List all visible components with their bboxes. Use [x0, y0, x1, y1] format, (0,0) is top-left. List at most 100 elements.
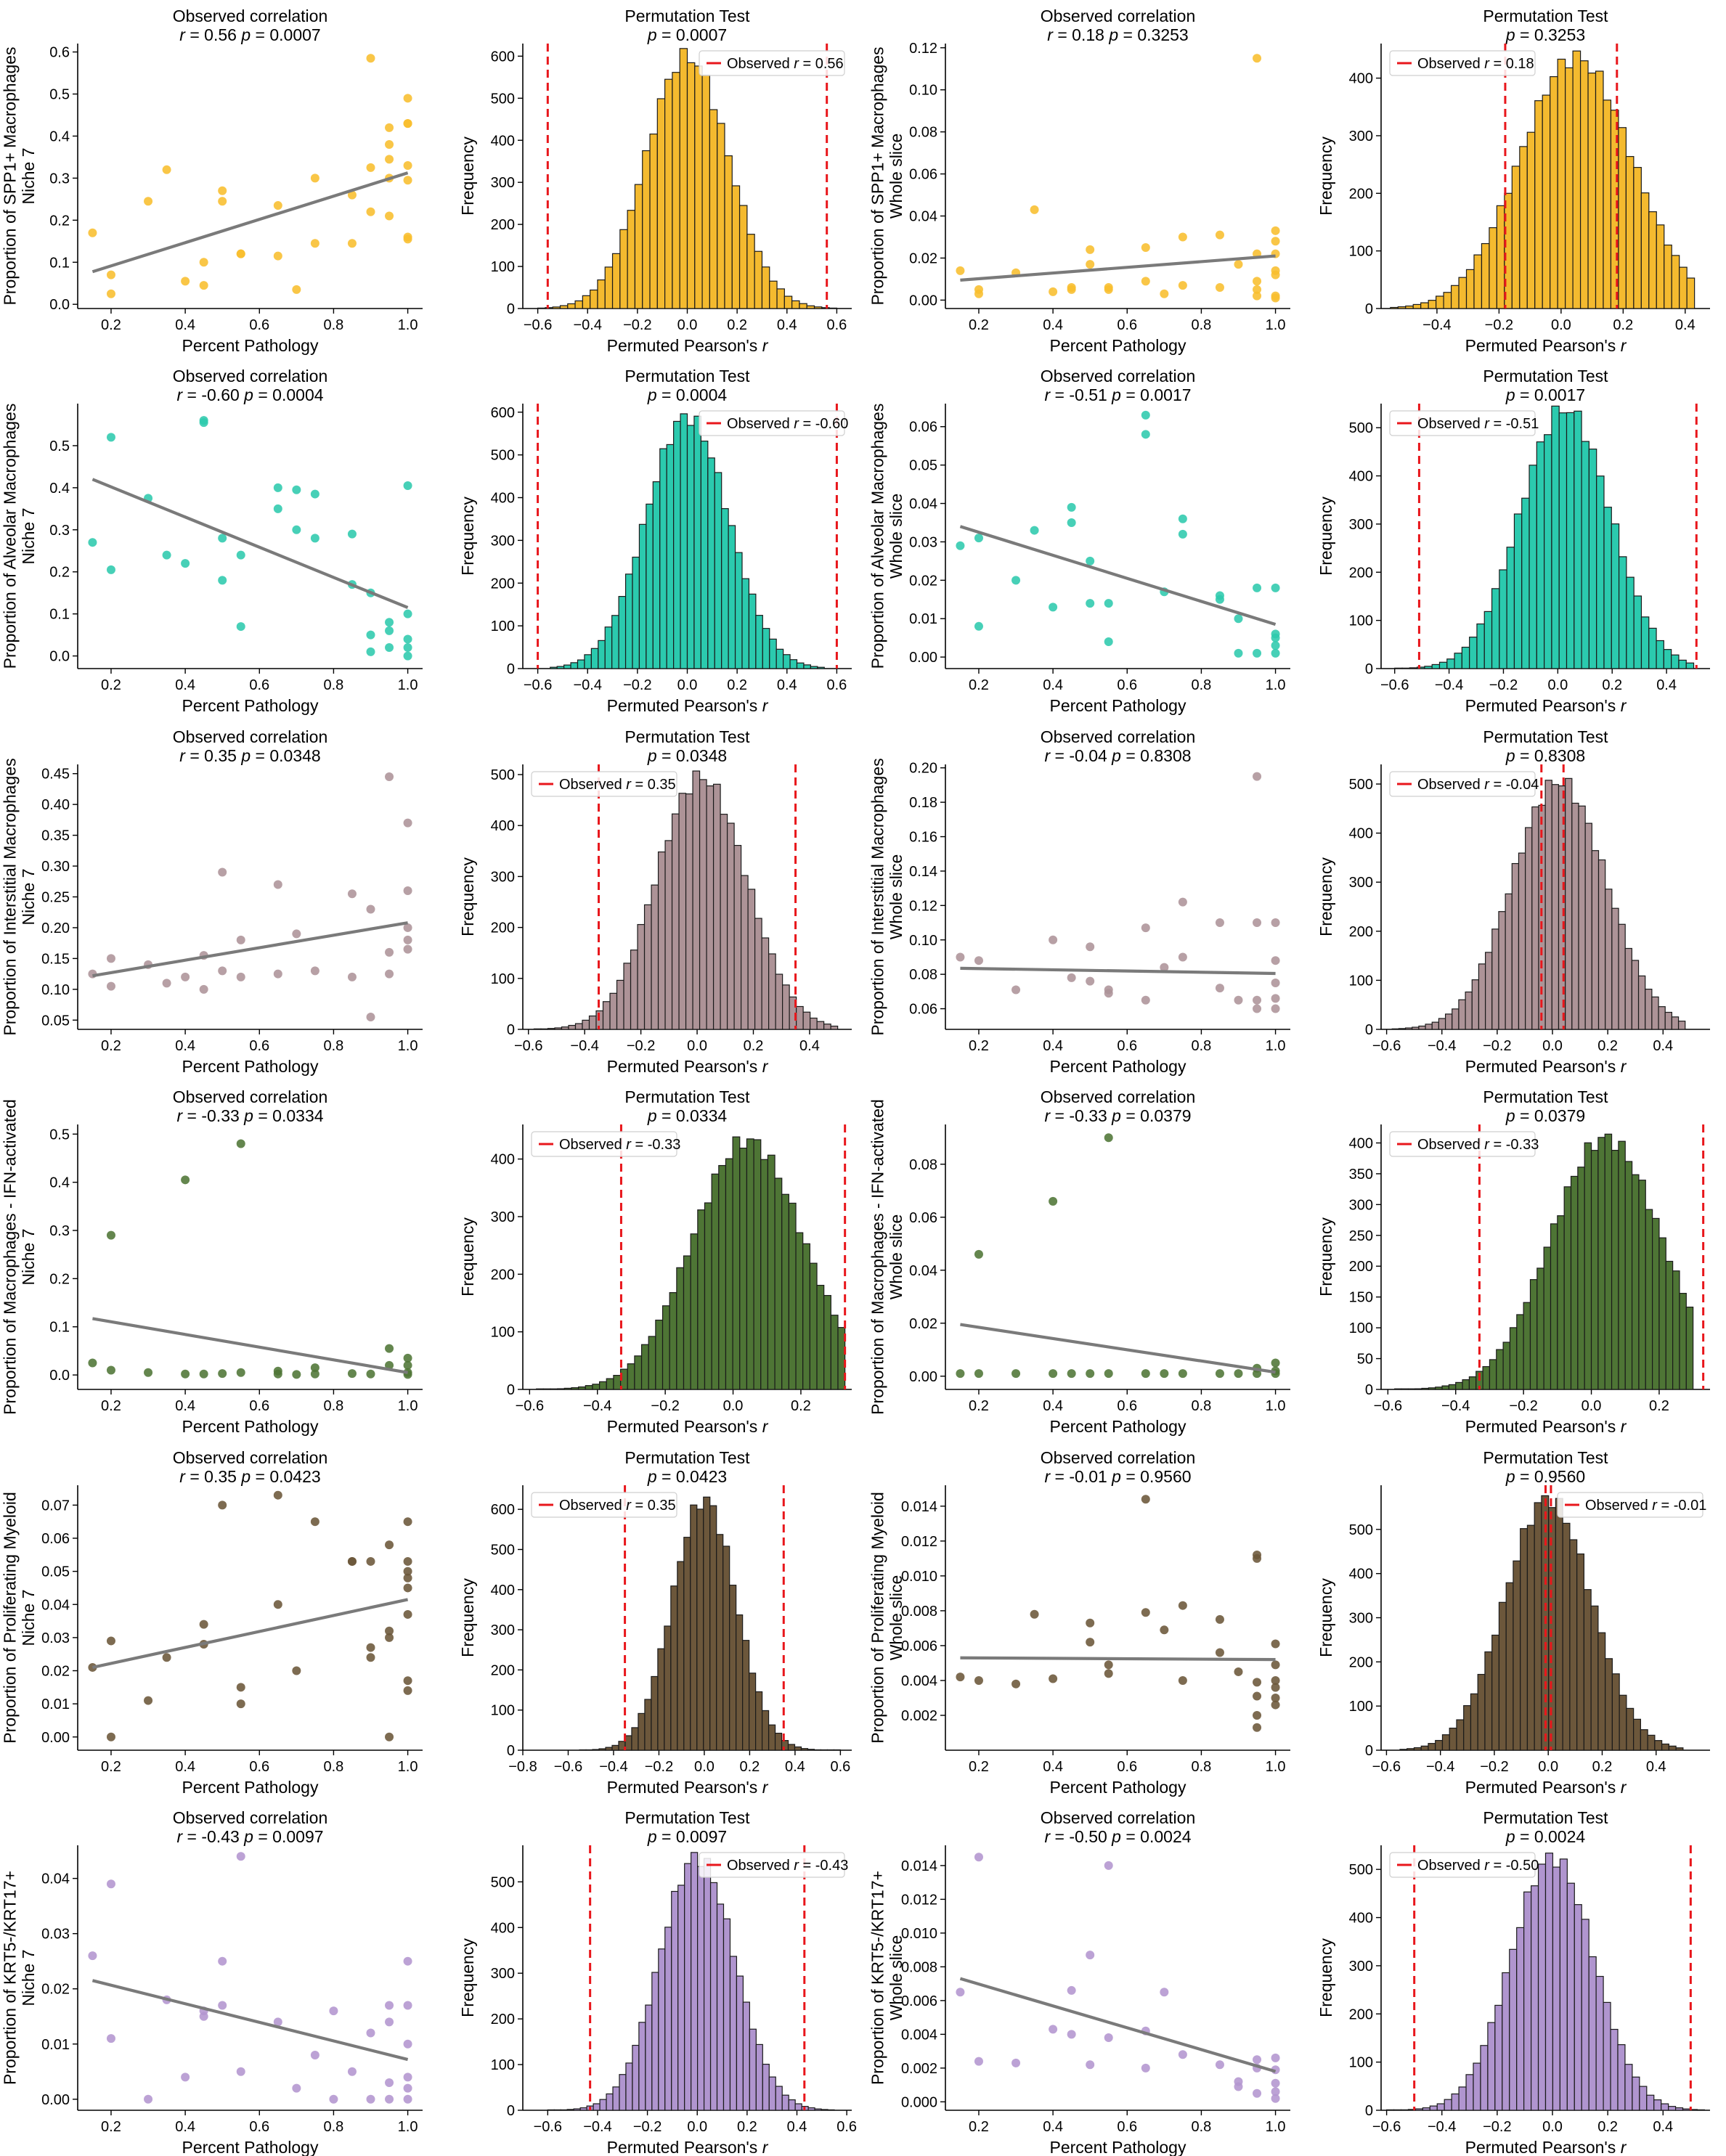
histogram-bar: [677, 1561, 685, 1751]
data-point: [974, 956, 983, 965]
x-tick-label: 0.8: [324, 1398, 344, 1414]
histogram-bar: [1489, 227, 1498, 309]
data-point: [366, 2094, 375, 2104]
regression-line: [91, 478, 409, 609]
histogram-bar: [1544, 1853, 1554, 2111]
histogram-bar: [1538, 804, 1546, 1030]
histogram-bar: [1498, 911, 1506, 1030]
histogram-bar: [1597, 1137, 1605, 1390]
histogram-bar: [768, 1724, 776, 1751]
histogram-bar: [1557, 1215, 1565, 1390]
histogram-bar: [1603, 507, 1612, 669]
histogram-bar: [670, 1585, 678, 1751]
regression-line: [91, 1598, 409, 1669]
histogram-bar: [1605, 1658, 1613, 1751]
data-point: [974, 534, 983, 543]
legend-label: Observed r = -0.33: [1417, 1137, 1539, 1153]
histogram-bar: [742, 1640, 750, 1751]
data-point: [1104, 1369, 1113, 1379]
data-point: [403, 2073, 412, 2082]
data-point: [1215, 2060, 1224, 2070]
histogram-bar: [623, 963, 632, 1030]
histogram-bar: [1534, 100, 1543, 309]
histogram-bar: [552, 306, 561, 309]
histogram-bar: [657, 851, 666, 1030]
x-tick-label: 0.8: [324, 2119, 344, 2135]
data-point: [1253, 1553, 1262, 1563]
histogram-bar: [1458, 277, 1467, 309]
histogram-bar: [796, 1005, 804, 1030]
histogram-bar: [634, 184, 643, 309]
y-tick-label: 0.02: [41, 1664, 70, 1680]
y-tick-label: 0.20: [41, 920, 70, 936]
histogram-bar: [1422, 2107, 1430, 2111]
histogram-bar: [604, 626, 613, 669]
histogram-bar: [722, 1918, 731, 2111]
histogram-bar: [1519, 146, 1528, 309]
histogram-bar: [648, 1336, 656, 1390]
data-point: [1234, 648, 1243, 658]
perm-title: Permutation Test: [624, 727, 750, 746]
legend-box: [1389, 1852, 1536, 1878]
histogram-bar: [646, 503, 654, 669]
data-point: [1271, 641, 1280, 650]
data-point: [1271, 994, 1280, 1003]
y-tick-label: 600: [491, 1502, 515, 1518]
histogram-bar: [642, 150, 651, 309]
data-point: [236, 1699, 245, 1709]
histogram-bar: [712, 783, 721, 1030]
histogram-bar: [761, 1710, 770, 1751]
histogram-bar: [1511, 166, 1521, 309]
data-point: [347, 972, 357, 981]
histogram-bar: [1639, 2086, 1648, 2111]
histogram-bar: [1505, 893, 1513, 1030]
histogram-bar: [1611, 523, 1620, 669]
y-tick-label: 0.5: [49, 1127, 70, 1143]
x-axis-label: Percent Pathology: [1050, 336, 1186, 355]
x-tick-label: 1.0: [398, 677, 418, 693]
y-tick-label: 500: [491, 767, 515, 783]
data-point: [403, 94, 412, 103]
y-tick-label: 0.10: [41, 982, 70, 998]
data-point: [1011, 1369, 1021, 1379]
x-tick-label: 0.8: [1192, 1759, 1212, 1775]
histogram-bar: [1476, 623, 1485, 669]
data-point: [1271, 2078, 1280, 2088]
histogram-bar: [781, 2094, 789, 2111]
data-point: [1253, 54, 1262, 63]
histogram-bar: [709, 1505, 717, 1751]
data-point: [1104, 637, 1113, 646]
x-tick-label: 0.2: [969, 677, 989, 693]
x-tick-label: −0.4: [583, 2119, 611, 2135]
histogram-bar: [550, 666, 558, 669]
x-axis-label: Permuted Pearson's r: [1465, 1778, 1627, 1797]
data-point: [974, 1853, 983, 1862]
data-point: [1049, 935, 1058, 944]
histogram-bar: [690, 1504, 698, 1751]
data-point: [273, 1600, 282, 1609]
data-point: [1253, 648, 1262, 658]
histogram-bar: [768, 953, 776, 1030]
histogram-bar: [1624, 1161, 1633, 1390]
y-tick-label: 0.0: [49, 1368, 70, 1384]
histogram-bar: [592, 1384, 601, 1390]
y-tick-label: 0.10: [909, 933, 937, 949]
data-point: [403, 2094, 412, 2104]
histogram-bar: [754, 250, 763, 309]
perm-stats: p = 0.8308: [1505, 746, 1585, 765]
y-tick-label: 0.08: [909, 1157, 937, 1173]
histogram-bar: [1682, 2108, 1691, 2111]
x-axis-label: Percent Pathology: [1050, 2138, 1186, 2156]
scatter-stats: r = 0.35 p = 0.0348: [179, 746, 320, 765]
histogram-bar: [692, 770, 701, 1030]
x-tick-label: 0.2: [969, 1398, 989, 1414]
data-point: [181, 2073, 190, 2082]
data-point: [88, 1358, 97, 1368]
histogram-bar: [671, 1890, 679, 2111]
data-point: [1234, 995, 1243, 1005]
data-point: [329, 2094, 338, 2104]
histogram-bar: [656, 98, 666, 309]
y-tick-label: 0: [1365, 1382, 1373, 1398]
